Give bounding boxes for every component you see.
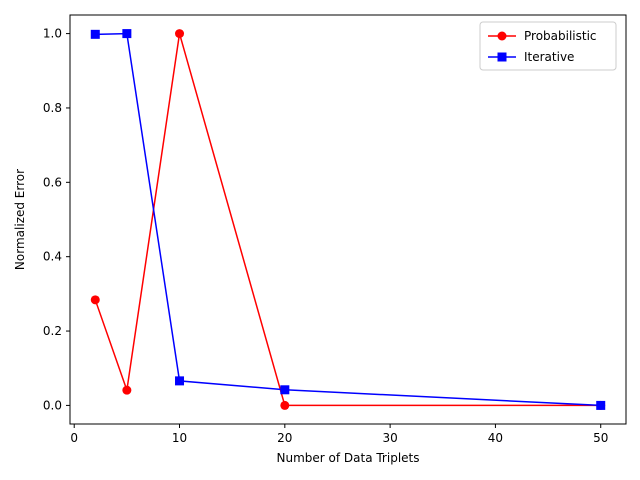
data-point (175, 29, 185, 39)
x-tick-label: 50 (593, 431, 608, 445)
data-point (596, 400, 606, 410)
data-point (280, 400, 290, 410)
data-point (122, 385, 132, 395)
legend-label: Probabilistic (524, 29, 597, 43)
data-point (122, 29, 132, 39)
data-point (90, 29, 100, 39)
x-tick-label: 20 (277, 431, 292, 445)
data-point (175, 376, 185, 386)
x-axis-label: Number of Data Triplets (277, 451, 420, 465)
legend-label: Iterative (524, 50, 574, 64)
legend: Probabilistic Iterative (479, 21, 617, 71)
series-iterative (90, 29, 606, 410)
axis-ticks: 0 10 20 30 40 50 0.0 0.2 0.4 0.6 0.8 1.0 (43, 27, 608, 445)
y-tick-label: 0.2 (43, 324, 62, 338)
y-axis-label: Normalized Error (13, 169, 27, 270)
x-tick-label: 30 (382, 431, 397, 445)
y-tick-label: 0.4 (43, 250, 62, 264)
axes-frame (69, 14, 627, 425)
x-tick-label: 40 (488, 431, 503, 445)
data-point (90, 295, 100, 305)
y-tick-label: 0.8 (43, 101, 62, 115)
legend-box (479, 21, 617, 71)
x-tick-label: 10 (172, 431, 187, 445)
y-tick-label: 0.6 (43, 175, 62, 189)
x-tick-label: 0 (70, 431, 78, 445)
y-tick-label: 1.0 (43, 27, 62, 41)
legend-marker (497, 52, 507, 62)
legend-entry: Probabilistic (488, 29, 597, 43)
data-point (280, 385, 290, 395)
plot-area (90, 29, 606, 410)
legend-entry: Iterative (488, 50, 574, 64)
legend-marker (497, 31, 507, 41)
y-tick-label: 0.0 (43, 398, 62, 412)
